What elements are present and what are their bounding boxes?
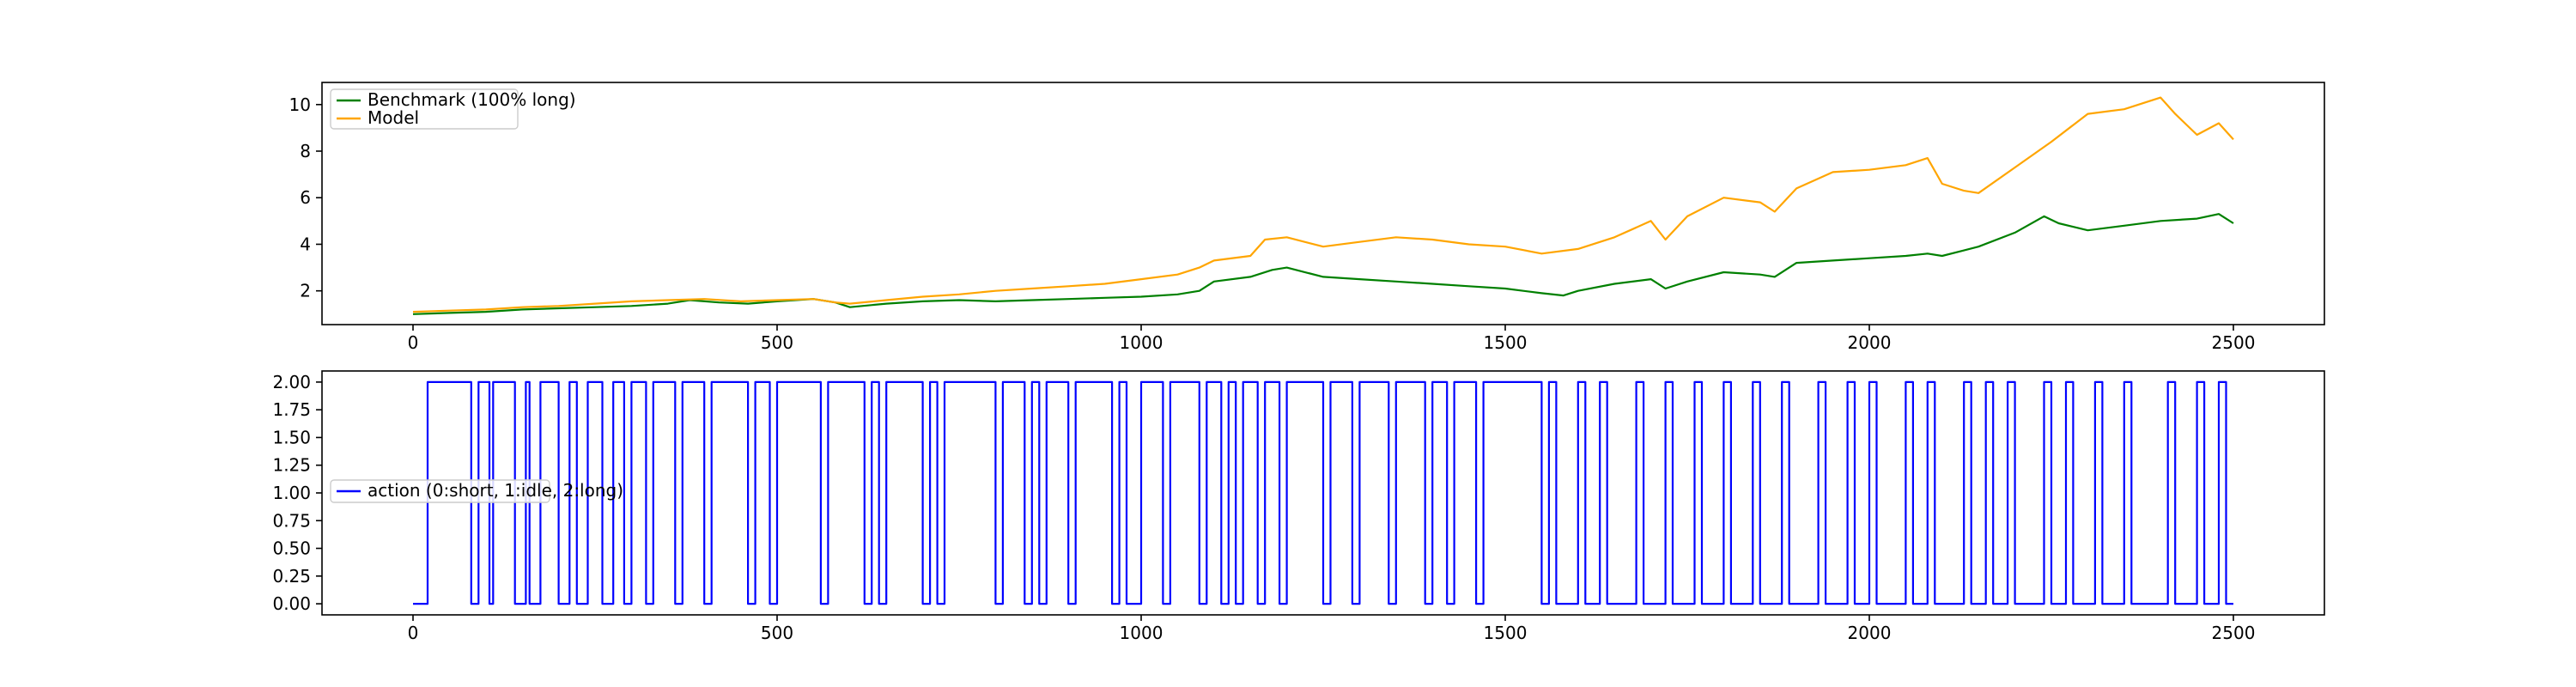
returns-chart: 0 500 1000 1500 2000 2500 2 4 6 8 10 Benchmark (100… — [289, 82, 2325, 353]
x-tick-label: 2000 — [1848, 623, 1892, 643]
y-tick-label: 0.25 — [272, 566, 311, 587]
series-line-0-1 — [412, 96, 2234, 313]
actions-chart: 0 500 1000 1500 2000 2500 0.00 0.25 0.50 0.75 1.00… — [272, 370, 2325, 643]
legend-label: action (0:short, 1:idle, 2:long) — [368, 480, 623, 501]
series-line-0-0 — [412, 213, 2234, 315]
series-line-1-0 — [413, 380, 2233, 605]
y-tick-label: 1.75 — [272, 399, 311, 420]
x-tick-label: 2500 — [2212, 332, 2256, 353]
y-tick-label: 2.00 — [272, 372, 311, 392]
y-tick-label: 0.50 — [272, 538, 311, 559]
y-tick-label: 0.75 — [272, 510, 311, 531]
legend: action (0:short, 1:idle, 2:long) — [330, 479, 623, 503]
x-tick-label: 2000 — [1848, 332, 1892, 353]
x-tick-label: 2500 — [2212, 623, 2256, 643]
y-tick-label: 4 — [300, 234, 311, 254]
x-tick-label: 500 — [761, 332, 793, 353]
y-tick-label: 1.25 — [272, 455, 311, 476]
legend-label: Model — [368, 107, 419, 128]
y-tick-label: 0.00 — [272, 593, 311, 614]
legend-box — [330, 479, 550, 503]
legend-box — [330, 88, 519, 130]
y-tick-label: 8 — [300, 141, 311, 161]
legend-label: Benchmark (100% long) — [368, 89, 576, 110]
y-tick-label: 10 — [289, 94, 311, 115]
y-tick-label: 6 — [300, 187, 311, 208]
x-tick-label: 0 — [408, 332, 419, 353]
x-tick-label: 1500 — [1484, 332, 1528, 353]
x-tick-label: 500 — [761, 623, 793, 643]
legend: Benchmark (100% long)Model — [330, 88, 576, 130]
x-tick-label: 1000 — [1120, 623, 1163, 643]
y-tick-label: 1.00 — [272, 483, 311, 503]
x-tick-label: 1000 — [1120, 332, 1163, 353]
axes-frame — [321, 82, 2325, 325]
x-tick-label: 0 — [408, 623, 419, 643]
y-tick-label: 1.50 — [272, 427, 311, 447]
y-tick-label: 2 — [300, 281, 311, 301]
x-tick-label: 1500 — [1484, 623, 1528, 643]
